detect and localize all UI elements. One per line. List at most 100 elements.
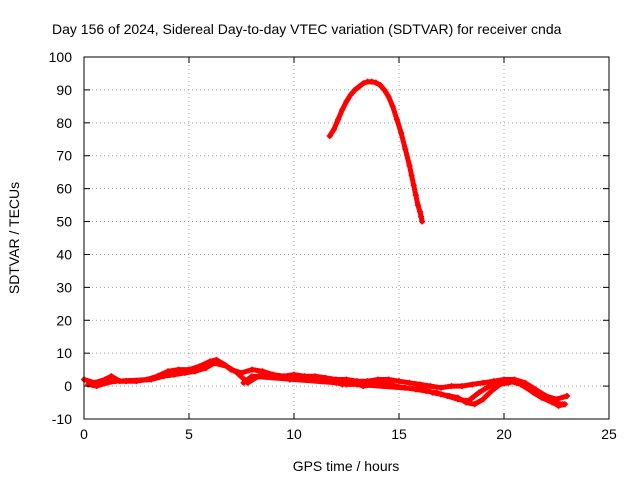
data-point-marker: [393, 116, 400, 123]
data-point-marker: [438, 391, 444, 398]
data-point-marker: [513, 378, 520, 385]
data-point-marker: [240, 379, 247, 386]
data-point-marker: [402, 146, 409, 153]
data-point-marker: [448, 383, 455, 390]
data-point-marker: [249, 366, 255, 373]
data-point-marker: [547, 397, 554, 404]
data-point-marker: [381, 378, 388, 385]
y-tick-label: 80: [56, 115, 72, 131]
data-point-marker: [438, 384, 444, 391]
data-point-marker: [223, 363, 230, 370]
data-point-marker: [112, 378, 119, 385]
data-point-marker: [480, 379, 486, 386]
data-point-marker: [171, 371, 178, 378]
data-point-marker: [372, 79, 379, 86]
data-point-marker: [463, 399, 470, 406]
data-point-marker: [505, 379, 512, 386]
data-point-marker: [181, 369, 188, 376]
data-point-marker: [335, 116, 342, 123]
y-tick-label: 100: [49, 49, 73, 65]
data-point-marker: [459, 383, 465, 390]
data-point-marker: [398, 129, 405, 136]
y-tick-label: 70: [56, 148, 72, 164]
x-tick-label: 5: [185, 426, 193, 442]
data-point-marker: [330, 126, 337, 133]
data-point-marker: [488, 388, 495, 395]
data-point-marker: [410, 182, 417, 189]
data-point-marker: [538, 394, 545, 401]
y-axis-label: SDTVAR / TECUs: [6, 182, 22, 294]
axes: 0 5 10 15 20 25 -10 0 10 20 30 40 50 60 70 80 90 100: [49, 49, 617, 442]
data-point-marker: [192, 368, 199, 375]
data-point-marker: [486, 383, 493, 390]
data-point-marker: [429, 389, 436, 396]
data-point-marker: [561, 401, 568, 408]
y-tick-label: 90: [56, 82, 72, 98]
data-point-marker: [385, 93, 392, 100]
x-tick-label: 0: [80, 426, 88, 442]
data-point-marker: [418, 213, 425, 220]
data-point-marker: [396, 378, 402, 385]
data-point-marker: [389, 103, 396, 110]
data-point-marker: [211, 360, 218, 367]
data-point-marker: [351, 86, 358, 93]
data-point-marker: [406, 162, 413, 169]
chart-title: Day 156 of 2024, Sidereal Day-to-day VTE…: [52, 21, 562, 37]
data-point-marker: [406, 379, 413, 386]
data-point-marker: [555, 402, 562, 409]
data-point-marker: [326, 132, 333, 139]
data-point-marker: [408, 172, 415, 179]
y-tick-label: 0: [64, 378, 72, 394]
data-point-marker: [356, 83, 363, 90]
x-axis-label: GPS time / hours: [293, 458, 400, 474]
data-point-marker: [108, 373, 115, 380]
data-point-marker: [234, 369, 241, 376]
plot-frame: [83, 56, 610, 420]
data-point-marker: [471, 401, 478, 408]
data-point-marker: [148, 376, 155, 383]
data-point-marker: [427, 383, 434, 390]
data-point-marker: [419, 218, 426, 225]
data-point-marker: [202, 364, 209, 371]
data-point-marker: [530, 389, 537, 396]
data-point-marker: [475, 389, 482, 396]
data-point-marker: [249, 373, 255, 380]
data-point-marker: [368, 78, 375, 85]
data-point-marker: [417, 381, 423, 388]
y-tick-label: 40: [56, 246, 72, 262]
data-point-marker: [381, 86, 388, 93]
data-point-marker: [360, 80, 367, 87]
y-tick-label: 50: [56, 214, 72, 230]
x-tick-label: 20: [496, 426, 512, 442]
data-point-marker: [522, 383, 528, 390]
data-point-marker: [421, 386, 428, 393]
data-point-marker: [160, 373, 167, 380]
x-tick-label: 25: [601, 426, 617, 442]
y-tick-label: 10: [56, 345, 72, 361]
y-tick-label: -10: [52, 411, 72, 427]
y-tick-label: 30: [56, 279, 72, 295]
y-tick-label: 20: [56, 312, 72, 328]
data-point-marker: [480, 396, 486, 403]
x-tick-label: 10: [286, 426, 302, 442]
data-point-marker: [414, 202, 421, 209]
data-point-marker: [339, 106, 346, 113]
data-point-marker: [347, 91, 354, 98]
data-point-marker: [454, 394, 461, 401]
data-point-marker: [377, 81, 384, 88]
data-point-marker: [104, 379, 111, 386]
y-tick-label: 60: [56, 181, 72, 197]
data-point-marker: [417, 208, 423, 215]
data-point-marker: [564, 392, 570, 399]
data-point-marker: [333, 379, 339, 386]
gridlines: [84, 57, 609, 419]
data-point-marker: [412, 192, 419, 199]
x-tick-label: 15: [391, 426, 407, 442]
data-point-marker: [469, 381, 476, 388]
data-point-marker: [496, 381, 503, 388]
data-point-marker: [244, 376, 251, 383]
data-point-marker: [446, 392, 453, 399]
data-point-marker: [343, 98, 350, 105]
